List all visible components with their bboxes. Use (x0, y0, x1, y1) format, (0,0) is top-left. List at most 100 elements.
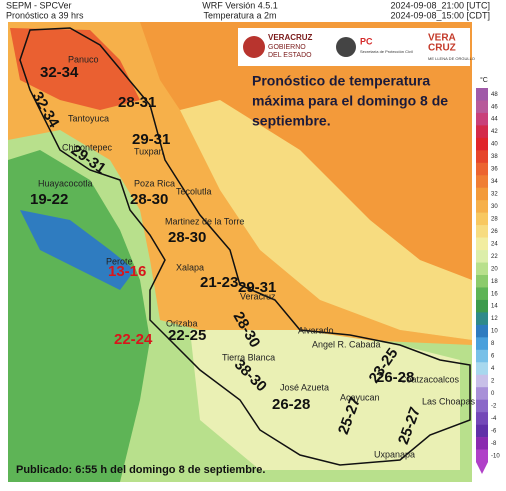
header-text: SEPM - SPCVer (6, 0, 72, 10)
colorbar-swatch (476, 412, 488, 425)
header-text: Pronóstico a 39 hrs (6, 10, 84, 20)
colorbar-swatch (476, 250, 488, 263)
colorbar-swatch (476, 137, 488, 151)
footer-note: Publicado: 6:55 h del domingo 8 de septi… (16, 464, 265, 476)
colorbar-swatch (476, 175, 488, 189)
temp-range: 32-34 (40, 64, 79, 81)
colorbar-label: -4 (491, 416, 497, 422)
header-text: WRF Versión 4.5.1 (202, 0, 278, 10)
logo-text: PC (360, 36, 373, 46)
colorbar-swatch (476, 287, 488, 301)
map-title: septiembre. (252, 113, 331, 129)
place: Las Choapas (422, 396, 476, 406)
colorbar-swatch (476, 387, 488, 400)
colorbar-label: 2 (491, 379, 495, 385)
colorbar-swatch (476, 150, 488, 164)
colorbar-swatch (476, 237, 488, 251)
temp-range: 26-28 (272, 396, 310, 413)
place: Alvarado (298, 325, 334, 335)
colorbar-label: 24 (491, 241, 498, 247)
colorbar-swatch (476, 324, 488, 338)
state-outline (19, 27, 471, 466)
colorbar-label: 30 (491, 204, 498, 210)
temp-range: 13-16 (108, 263, 146, 280)
south-plain (190, 330, 460, 470)
temp-range: 28-30 (168, 229, 206, 246)
place: Perote (106, 256, 133, 266)
colorbar-label: 44 (491, 117, 498, 123)
colorbar-label: 10 (491, 329, 498, 335)
colorbar-swatch (476, 312, 488, 326)
colorbar-swatch (476, 125, 488, 139)
colorbar-label: 22 (491, 254, 498, 260)
place: Tierra Blanca (222, 352, 275, 362)
colorbar-unit: °C (480, 76, 488, 84)
colorbar-swatch (476, 187, 488, 201)
colorbar-label: 4 (491, 366, 495, 372)
colorbar-swatch (476, 374, 488, 388)
place: José Azueta (280, 382, 329, 392)
temp-range: 28-31 (118, 94, 156, 111)
place: Angel R. Cabada (312, 339, 381, 349)
header-strip (0, 0, 506, 22)
colorbar-swatch (476, 88, 488, 101)
colorbar-label: -8 (491, 441, 497, 447)
colorbar-label: 32 (491, 192, 498, 198)
place: Martinez de la Torre (165, 216, 244, 226)
logo-text: GOBIERNO (268, 44, 306, 51)
temp-range: 29-31 (132, 131, 170, 148)
colorbar-swatch (476, 100, 488, 114)
header-text: 2024-09-08_21:00 [UTC] (390, 0, 490, 10)
colorbar-label: 26 (491, 229, 498, 235)
logo-icon (336, 37, 356, 57)
colorbar-label: 40 (491, 142, 498, 148)
cold-zone (20, 210, 135, 290)
place: Poza Rica (134, 178, 175, 188)
colorbar-label: 0 (491, 391, 495, 397)
colorbar-swatch (476, 225, 488, 238)
colorbar-swatch (476, 275, 488, 288)
colorbar-swatch (476, 362, 488, 376)
colorbar-label: -2 (491, 403, 497, 409)
place: Acayucan (340, 392, 380, 402)
logo-text: CRUZ (428, 43, 456, 54)
colorbar-cap (476, 462, 488, 474)
temp-range: 22-24 (114, 331, 153, 348)
colorbar-label: 48 (491, 92, 498, 98)
place: Tecolutla (176, 186, 212, 196)
colorbar-label: 12 (491, 316, 498, 322)
logo-text: DEL ESTADO (268, 52, 312, 59)
place: Coatzacoalcos (400, 374, 460, 384)
colorbar-label: 16 (491, 291, 498, 297)
colorbar-label: 14 (491, 304, 498, 310)
place: Panuco (68, 54, 99, 64)
colorbar-swatch (476, 200, 488, 213)
logo-icon (243, 36, 265, 58)
colorbar-label: 36 (491, 167, 498, 173)
colorbar-label: -6 (491, 428, 497, 434)
place: Tantoyuca (68, 113, 109, 123)
temp-range: 19-22 (30, 191, 68, 208)
colorbar-label: 28 (491, 216, 498, 222)
place: Huayacocotla (38, 178, 93, 188)
place: Uxpanapa (374, 449, 415, 459)
colorbar-swatch (476, 424, 488, 438)
place-labels: Panuco Tantoyuca Chicontepec Tuxpan Huay… (38, 54, 476, 459)
colorbar-swatch (476, 162, 488, 176)
colorbar-swatch (476, 112, 488, 126)
temp-range: 28-30 (130, 191, 168, 208)
logo-text: Secretaría de Protección Civil (360, 49, 413, 54)
place: Veracruz (240, 291, 276, 301)
colorbar-label: 38 (491, 154, 498, 160)
place: Xalapa (176, 262, 204, 272)
map-title: máxima para el domingo 8 de (252, 93, 448, 109)
temp-range: 21-23 (200, 274, 238, 291)
colorbar-swatch (476, 337, 488, 351)
logo-text: ME LLENA DE ORGULLO (428, 56, 475, 61)
temp-range: 29-31 (238, 279, 276, 296)
temp-range: 26-28 (376, 369, 414, 386)
header-text: Temperatura a 2m (203, 10, 276, 20)
colorbar-swatch (476, 349, 488, 363)
colorbar-label: 20 (491, 266, 498, 272)
colorbar-label: 42 (491, 129, 498, 135)
